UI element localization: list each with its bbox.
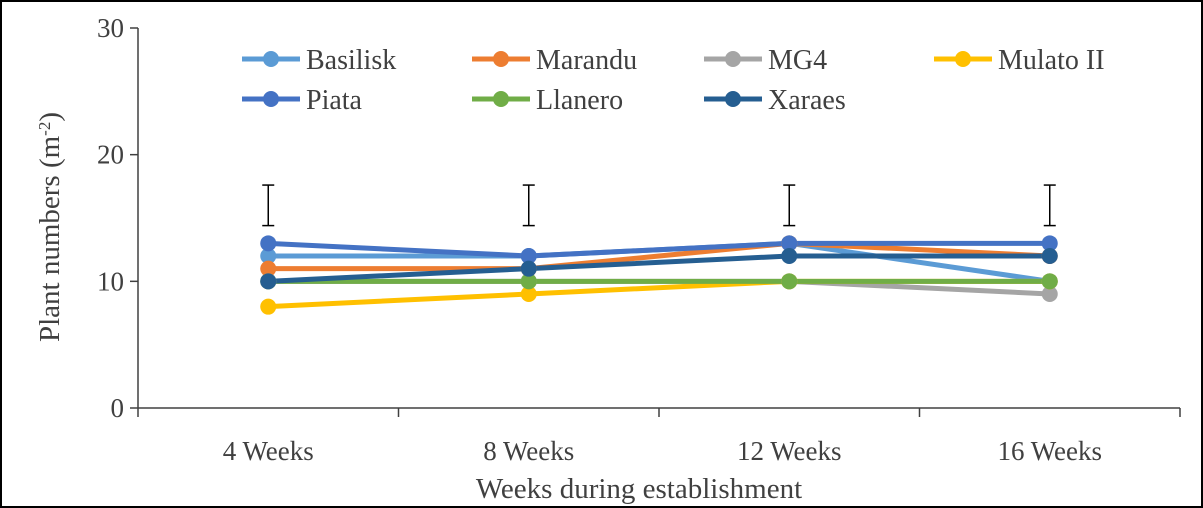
x-tick-label: 12 Weeks	[737, 436, 842, 466]
data-point-xaraes	[520, 260, 537, 277]
legend-swatch-marker	[955, 51, 971, 67]
data-point-piata	[520, 248, 537, 264]
y-axis-title-main: Plant numbers (m	[34, 135, 66, 342]
series-line-marandu	[268, 240, 1050, 272]
legend-swatch-marker	[493, 91, 509, 107]
y-axis-title-close: )	[34, 112, 66, 122]
legend-label: Marandu	[536, 45, 637, 76]
y-tick-label: 20	[97, 140, 124, 170]
legend-item-mulato-ii: Mulato II	[934, 45, 1105, 76]
legend-label: Xaraes	[768, 85, 846, 116]
y-tick-label: 10	[97, 266, 124, 296]
data-point-llanero	[781, 273, 798, 290]
series-points	[260, 235, 1058, 315]
legend-label: Mulato II	[998, 45, 1105, 76]
data-point-mg4	[1041, 286, 1058, 302]
legend-item-marandu: Marandu	[472, 45, 637, 76]
y-tick-label: 0	[111, 393, 125, 423]
legend-label: Basilisk	[306, 45, 396, 76]
tick-labels: 0 10 20 30 4 Weeks 8 Weeks 12 Weeks 16 Weeks	[97, 13, 1102, 466]
data-point-llanero	[520, 273, 537, 290]
legend-label: MG4	[768, 45, 827, 76]
data-point-xaraes	[781, 248, 798, 264]
series-line-xaraes	[268, 253, 1050, 284]
y-axis-title-superscript: -2	[35, 122, 54, 136]
error-bar	[262, 184, 275, 227]
data-point-piata	[781, 235, 798, 252]
legend-label: Llanero	[536, 85, 623, 116]
error-bar	[1043, 184, 1056, 227]
legend-swatch-marker	[725, 51, 741, 67]
y-axis-title: Plant numbers (m-2)	[34, 112, 66, 342]
legend-swatch-marker	[263, 91, 279, 107]
data-point-xaraes	[260, 273, 277, 290]
series-line-mulato-ii	[268, 278, 1050, 310]
legend-item-xaraes: Xaraes	[704, 85, 846, 116]
error-bars	[262, 184, 1056, 227]
data-point-marandu	[260, 260, 277, 277]
y-tick-label: 30	[97, 13, 124, 43]
legend-swatch-marker	[493, 51, 509, 67]
legend-item-mg4: MG4	[704, 45, 827, 76]
legend-label: Piata	[306, 85, 363, 116]
x-tick-label: 4 Weeks	[223, 436, 314, 466]
legend-item-basilisk: Basilisk	[242, 45, 396, 76]
legend: Basilisk Marandu MG4 Mulato II Piata Llanero X…	[242, 45, 1105, 116]
series-line-piata	[268, 240, 1050, 259]
error-bar	[783, 184, 796, 227]
data-point-mulato-ii	[520, 286, 537, 302]
legend-item-piata: Piata	[242, 85, 363, 116]
legend-swatch-marker	[725, 91, 741, 107]
legend-item-llanero: Llanero	[472, 85, 623, 116]
x-tick-label: 16 Weeks	[997, 436, 1102, 466]
legend-swatch-marker	[263, 51, 279, 67]
error-bar	[522, 184, 535, 227]
data-point-piata	[260, 235, 277, 252]
data-point-mulato-ii	[260, 298, 277, 315]
data-point-piata	[1041, 235, 1058, 252]
data-point-basilisk	[260, 248, 277, 264]
axes	[130, 27, 1181, 417]
data-point-llanero	[1041, 273, 1058, 290]
series-lines	[268, 240, 1051, 310]
data-point-xaraes	[1041, 248, 1058, 264]
x-axis-title: Weeks during establishment	[476, 473, 802, 505]
x-tick-label: 8 Weeks	[483, 436, 574, 466]
